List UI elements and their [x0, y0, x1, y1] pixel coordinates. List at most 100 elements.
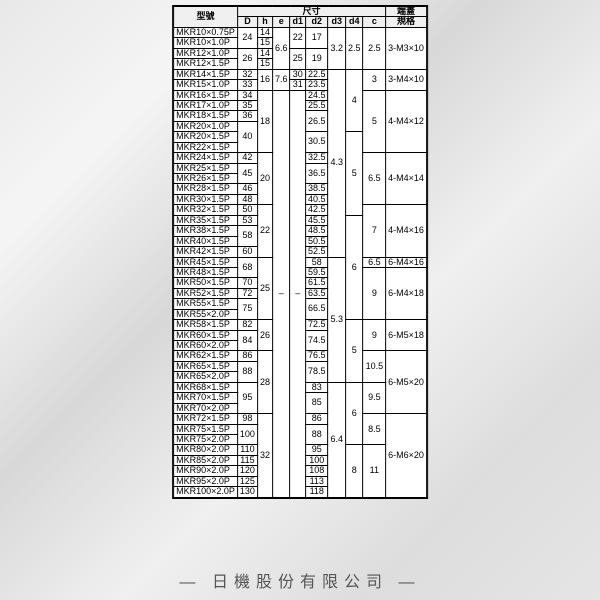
- d1: 30: [290, 69, 306, 79]
- d2: 88: [306, 424, 329, 445]
- m: MKR12×1.5P: [174, 59, 238, 69]
- d1: 31: [290, 80, 306, 90]
- h: 15: [257, 38, 272, 48]
- d2: 76.5: [306, 351, 329, 361]
- h: 16: [257, 69, 272, 90]
- h: 26: [257, 320, 272, 351]
- th-cap2: 規格: [386, 17, 427, 27]
- table-container: 型號 尺寸 端蓋 D h e d1 d2 d3 d4 c 規格 MKR10×0.…: [172, 5, 428, 499]
- m: MKR72×1.5P: [174, 414, 238, 424]
- cap: 3-M4×10: [386, 69, 427, 90]
- d2: 32.5: [306, 153, 329, 163]
- d4: 6: [346, 382, 364, 445]
- m: MKR12×1.0P: [174, 48, 238, 58]
- d2: 72.5: [306, 320, 329, 330]
- cap: 6-M4×18: [386, 267, 427, 319]
- d2: 48.5: [306, 226, 329, 236]
- D: 98: [237, 414, 257, 424]
- th-e: e: [272, 17, 290, 27]
- m: MKR25×1.5P: [174, 163, 238, 173]
- h: 22: [257, 205, 272, 257]
- h: 25: [257, 257, 272, 320]
- m: MKR55×2.0P: [174, 309, 238, 319]
- cap: 4-M4×16: [386, 205, 427, 257]
- h: 32: [257, 414, 272, 498]
- m: MKR14×1.5P: [174, 69, 238, 79]
- th-c: c: [363, 17, 386, 27]
- c: 6.5: [363, 153, 386, 205]
- m: MKR68×1.5P: [174, 382, 238, 392]
- c: 10.5: [363, 351, 386, 382]
- d2: 50.5: [306, 236, 329, 246]
- m: MKR52×1.5P: [174, 288, 238, 298]
- th-d1: d1: [290, 17, 306, 27]
- d2: 38.5: [306, 184, 329, 194]
- c: 11: [363, 445, 386, 497]
- D: 82: [237, 320, 257, 330]
- m: MKR80×2.0P: [174, 445, 238, 455]
- D: 110: [237, 445, 257, 455]
- m: MKR18×1.5P: [174, 111, 238, 121]
- d2: 30.5: [306, 132, 329, 153]
- h: 14: [257, 27, 272, 37]
- spec-table: 型號 尺寸 端蓋 D h e d1 d2 d3 d4 c 規格 MKR10×0.…: [173, 6, 427, 498]
- m: MKR85×2.0P: [174, 455, 238, 465]
- c: 9: [363, 267, 386, 319]
- h: 15: [257, 59, 272, 69]
- m: MKR55×1.5P: [174, 299, 238, 309]
- m: MKR24×1.5P: [174, 153, 238, 163]
- m: MKR60×1.5P: [174, 330, 238, 340]
- c: 9: [363, 320, 386, 351]
- m: MKR16×1.5P: [174, 90, 238, 100]
- c: 5: [363, 90, 386, 153]
- cap: 6-M5×18: [386, 320, 427, 351]
- D: 115: [237, 455, 257, 465]
- m: MKR17×1.0P: [174, 100, 238, 110]
- m: MKR40×1.5P: [174, 236, 238, 246]
- d2: 100: [306, 455, 329, 465]
- D: 84: [237, 330, 257, 351]
- D: 72: [237, 288, 257, 298]
- th-model: 型號: [174, 7, 238, 28]
- h: 28: [257, 351, 272, 414]
- c: 8.5: [363, 414, 386, 445]
- c: 7: [363, 205, 386, 257]
- d2: 78.5: [306, 361, 329, 382]
- m: MKR70×1.5P: [174, 393, 238, 403]
- d2: 118: [306, 487, 329, 497]
- h: 20: [257, 153, 272, 205]
- d2: 42.5: [306, 205, 329, 215]
- d2: 36.5: [306, 163, 329, 184]
- th-d3: d3: [328, 17, 346, 27]
- d2: 58: [306, 257, 329, 267]
- th-D: D: [237, 17, 257, 27]
- d2: 40.5: [306, 194, 329, 204]
- th-h: h: [257, 17, 272, 27]
- m: MKR62×1.5P: [174, 351, 238, 361]
- D: 53: [237, 215, 257, 225]
- cap: 6-M6×20: [386, 414, 427, 498]
- D: 34: [237, 90, 257, 100]
- m: MKR60×2.0P: [174, 341, 238, 351]
- d2: 83: [306, 382, 329, 392]
- D: 26: [237, 48, 257, 69]
- d1: –: [290, 90, 306, 497]
- cap: 3-M3×10: [386, 27, 427, 69]
- d3: 4.3: [328, 69, 346, 257]
- d2: 26.5: [306, 111, 329, 132]
- m: MKR26×1.5P: [174, 174, 238, 184]
- m: MKR28×1.5P: [174, 184, 238, 194]
- m: MKR90×2.0P: [174, 466, 238, 476]
- d2: 108: [306, 466, 329, 476]
- D: 130: [237, 487, 257, 497]
- D: 68: [237, 257, 257, 278]
- th-size: 尺寸: [237, 7, 385, 17]
- D: 33: [237, 80, 257, 90]
- h: 18: [257, 90, 272, 153]
- d2: 59.5: [306, 267, 329, 277]
- D: 58: [237, 226, 257, 247]
- d4: 8: [346, 445, 364, 497]
- d2: 23.5: [306, 80, 329, 90]
- D: 24: [237, 27, 257, 48]
- d2: 45.5: [306, 215, 329, 225]
